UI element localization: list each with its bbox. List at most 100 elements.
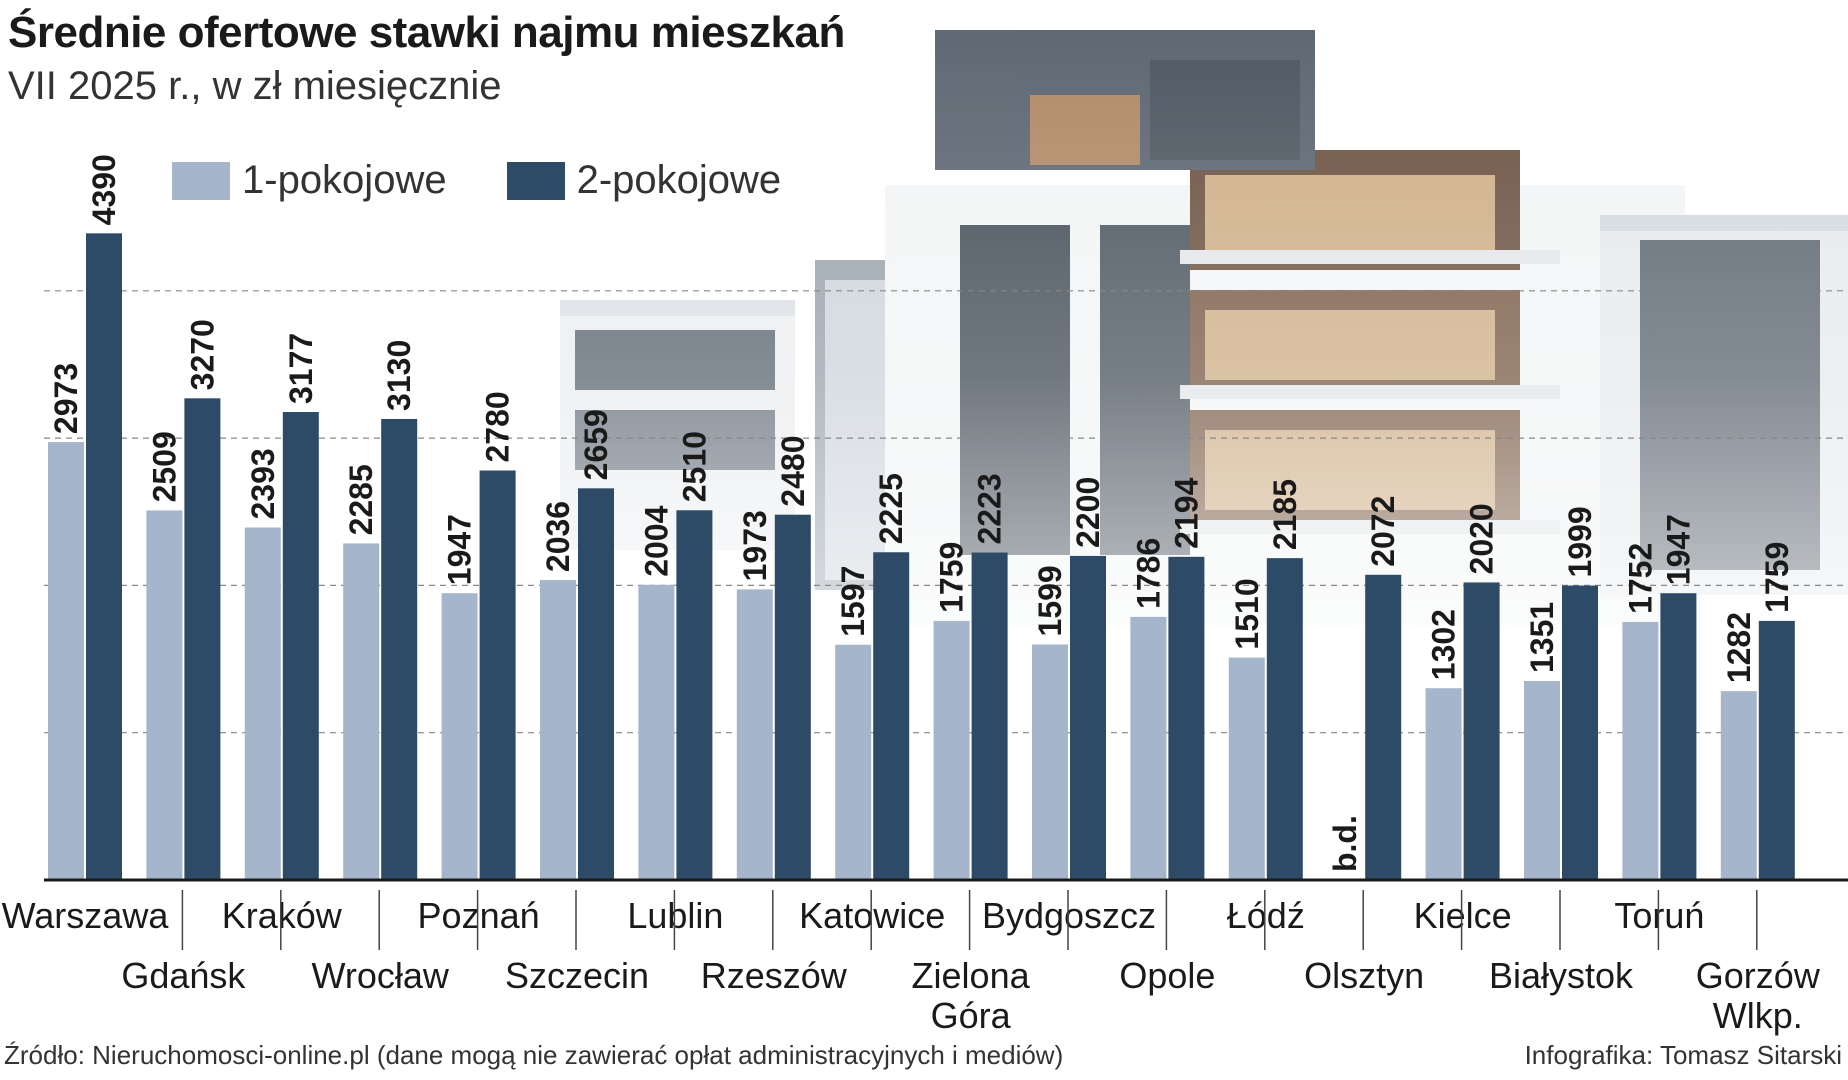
category-label-11: Opole	[1119, 955, 1215, 996]
infographic-credit: Infografika: Tomasz Sitarski	[1524, 1040, 1842, 1070]
bar-two-room-15	[1562, 585, 1598, 880]
category-label-12: Łódź	[1227, 895, 1305, 936]
bar-one-room-4	[441, 593, 478, 880]
value-label-one-room-9: 1759	[934, 542, 970, 613]
value-label-one-room-10: 1599	[1032, 565, 1068, 636]
category-label-15: Białystok	[1489, 955, 1634, 996]
chart-title: Średnie ofertowe stawki najmu mieszkań	[8, 8, 845, 57]
category-label-3: Wrocław	[312, 955, 450, 996]
value-label-one-room-16: 1752	[1622, 543, 1658, 614]
category-label-16: Toruń	[1614, 895, 1704, 936]
value-label-one-room-0: 2973	[48, 363, 84, 434]
value-label-one-room-8: 1597	[835, 566, 871, 637]
value-label-one-room-1: 2509	[146, 431, 182, 502]
bar-two-room-9	[971, 552, 1008, 880]
value-label-two-room-10: 2200	[1070, 477, 1106, 548]
bar-two-room-12	[1266, 558, 1303, 880]
legend-item-two-room: 2-pokojowe	[506, 158, 781, 203]
bar-two-room-10	[1070, 555, 1106, 880]
value-label-one-room-6: 2004	[638, 505, 674, 576]
bar-two-room-2	[282, 412, 319, 880]
bar-two-room-1	[184, 398, 221, 880]
bar-two-room-17	[1758, 620, 1795, 880]
legend-swatch-one-room	[172, 161, 230, 200]
category-label-9-line-1: Góra	[931, 995, 1012, 1036]
value-label-two-room-11: 2194	[1168, 477, 1204, 548]
category-label-14: Kielce	[1414, 895, 1512, 936]
value-label-two-room-9: 2223	[972, 473, 1008, 544]
value-label-one-room-13: b.d.	[1327, 815, 1363, 872]
bar-one-room-5	[540, 580, 576, 880]
category-label-13: Olsztyn	[1304, 955, 1424, 996]
value-label-two-room-14: 2020	[1464, 503, 1500, 574]
bar-chart: 2973 4390 2509 3270 2393 3177 2285 3130 1947 2780…	[2, 154, 1848, 1036]
value-label-two-room-13: 2072	[1365, 496, 1401, 567]
category-label-5: Szczecin	[505, 955, 649, 996]
bar-two-room-14	[1463, 582, 1500, 880]
category-label-1: Gdańsk	[121, 955, 246, 996]
value-label-one-room-12: 1510	[1229, 578, 1265, 649]
category-label-17-line-1: Wlkp.	[1713, 995, 1803, 1036]
value-label-two-room-1: 3270	[184, 319, 220, 390]
category-label-9-line-0: Zielona	[912, 955, 1031, 996]
value-label-one-room-4: 1947	[442, 514, 478, 585]
bar-two-room-8	[873, 552, 910, 880]
bar-one-room-9	[933, 620, 970, 880]
bar-one-room-1	[146, 510, 183, 880]
value-label-two-room-12: 2185	[1267, 479, 1303, 550]
value-label-one-room-7: 1973	[737, 510, 773, 581]
category-label-10: Bydgoszcz	[982, 895, 1156, 936]
bar-two-room-6	[676, 510, 713, 880]
value-label-one-room-15: 1351	[1524, 602, 1560, 673]
legend-swatch-two-room	[506, 161, 565, 200]
value-label-two-room-17: 1759	[1759, 542, 1795, 613]
category-label-0: Warszawa	[2, 895, 170, 936]
value-label-one-room-17: 1282	[1721, 612, 1757, 683]
value-label-two-room-16: 1947	[1660, 514, 1696, 585]
bar-two-room-3	[381, 418, 418, 880]
bar-two-room-13	[1365, 574, 1402, 880]
bar-one-room-14	[1425, 688, 1462, 880]
bar-one-room-16	[1622, 621, 1659, 880]
bar-one-room-0	[48, 442, 84, 880]
category-label-8: Katowice	[799, 895, 945, 936]
category-label-17-line-0: Gorzów	[1696, 955, 1821, 996]
value-label-two-room-0: 4390	[86, 154, 122, 225]
chart-subtitle: VII 2025 r., w zł miesięcznie	[8, 64, 502, 108]
bar-one-room-10	[1032, 644, 1068, 880]
category-label-6: Lublin	[627, 895, 723, 936]
bar-two-room-4	[479, 470, 516, 880]
source-note: Źródło: Nieruchomosci-online.pl (dane mo…	[4, 1040, 1064, 1070]
bar-two-room-11	[1168, 556, 1205, 880]
category-label-7: Rzeszów	[701, 955, 848, 996]
bar-one-room-17	[1720, 691, 1757, 880]
bar-one-room-8	[835, 644, 872, 880]
value-label-two-room-7: 2480	[775, 436, 811, 507]
value-label-two-room-5: 2659	[578, 409, 614, 480]
category-label-2: Kraków	[222, 895, 343, 936]
bar-two-room-7	[774, 514, 811, 880]
value-label-one-room-11: 1786	[1130, 538, 1166, 609]
bar-one-room-2	[244, 527, 281, 880]
bar-one-room-12	[1228, 657, 1265, 880]
category-label-4: Poznań	[418, 895, 540, 936]
value-label-one-room-3: 2285	[343, 464, 379, 535]
value-label-two-room-2: 3177	[283, 333, 319, 404]
bar-one-room-3	[343, 543, 380, 880]
bar-two-room-16	[1660, 593, 1697, 880]
legend-label-one-room: 1-pokojowe	[242, 158, 447, 202]
value-label-two-room-15: 1999	[1562, 506, 1598, 577]
value-label-one-room-14: 1302	[1426, 609, 1462, 680]
bar-two-room-5	[578, 488, 614, 880]
bar-one-room-7	[736, 589, 773, 880]
bar-one-room-15	[1524, 680, 1560, 880]
value-label-one-room-2: 2393	[245, 448, 281, 519]
value-label-two-room-8: 2225	[873, 473, 909, 544]
value-label-two-room-6: 2510	[676, 431, 712, 502]
bar-one-room-11	[1130, 616, 1167, 880]
bar-one-room-6	[638, 584, 675, 880]
value-label-two-room-3: 3130	[381, 340, 417, 411]
legend: 1-pokojowe 2-pokojowe	[172, 158, 841, 203]
value-label-two-room-4: 2780	[480, 391, 516, 462]
